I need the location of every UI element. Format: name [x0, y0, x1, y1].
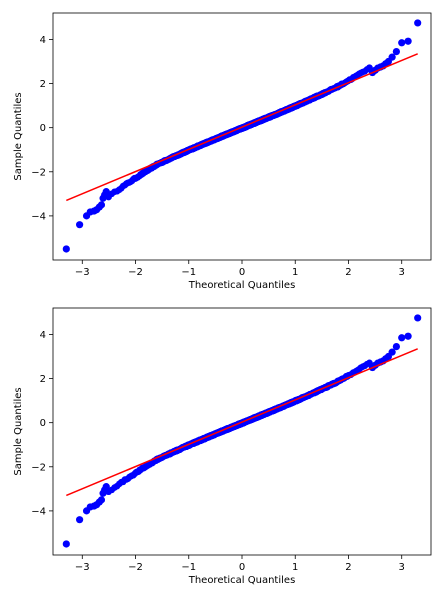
data-point	[97, 496, 106, 504]
x-tick-label: −2	[128, 267, 143, 278]
plot-area	[53, 13, 431, 260]
x-tick-label: −3	[75, 562, 90, 573]
x-tick-label: 1	[292, 267, 298, 278]
data-point	[76, 516, 84, 524]
x-tick-label: 0	[239, 267, 245, 278]
x-axis-label: Theoretical Quantiles	[188, 575, 296, 586]
data-point	[76, 221, 84, 229]
data-point	[414, 19, 422, 27]
data-point	[97, 201, 106, 209]
data-point	[62, 540, 70, 548]
y-tick-label: 4	[40, 330, 46, 341]
y-tick-label: 2	[40, 374, 46, 385]
x-tick-label: 3	[399, 267, 405, 278]
y-tick-label: −2	[31, 462, 46, 473]
data-point	[388, 53, 396, 61]
x-tick-label: −2	[128, 562, 143, 573]
data-point	[404, 37, 412, 45]
y-axis-label: Sample Quantiles	[13, 92, 24, 180]
data-point	[398, 334, 406, 342]
x-tick-label: −3	[75, 267, 90, 278]
y-axis-label: Sample Quantiles	[13, 387, 24, 475]
reference-line	[66, 348, 418, 497]
x-tick-label: 1	[292, 562, 298, 573]
x-tick-label: 2	[345, 267, 351, 278]
y-tick-label: −4	[31, 506, 46, 517]
x-tick-label: 2	[345, 562, 351, 573]
data-point	[388, 348, 396, 356]
y-tick-label: 0	[40, 418, 46, 429]
reference-line	[66, 53, 418, 202]
data-point	[392, 47, 400, 56]
data-point	[102, 483, 110, 491]
x-tick-label: 0	[239, 562, 245, 573]
y-tick-label: 0	[40, 123, 46, 134]
data-point	[62, 245, 70, 253]
y-tick-label: −4	[31, 211, 46, 222]
data-point	[392, 342, 400, 351]
data-point	[414, 314, 422, 322]
qq-plot-panel-2: −3 −2 −1 0 1 2 3 −4 −2 0 2 4 Theoretical Quantiles Sa…	[13, 307, 432, 586]
x-tick-label: 3	[399, 562, 405, 573]
data-point	[404, 332, 412, 340]
data-points	[62, 19, 422, 253]
qq-plot-panel-1: −3 −2 −1 0 1 2 3 −4 −2 0 2 4 Theoretical Quantiles Sa…	[13, 12, 432, 291]
y-tick-label: 2	[40, 79, 46, 90]
y-tick-label: −2	[31, 167, 46, 178]
plot-area	[53, 308, 431, 555]
x-tick-label: −1	[181, 562, 196, 573]
y-tick-label: 4	[40, 35, 46, 46]
data-point	[398, 39, 406, 47]
data-point	[102, 188, 110, 196]
x-tick-label: −1	[181, 267, 196, 278]
x-axis-label: Theoretical Quantiles	[188, 280, 296, 291]
